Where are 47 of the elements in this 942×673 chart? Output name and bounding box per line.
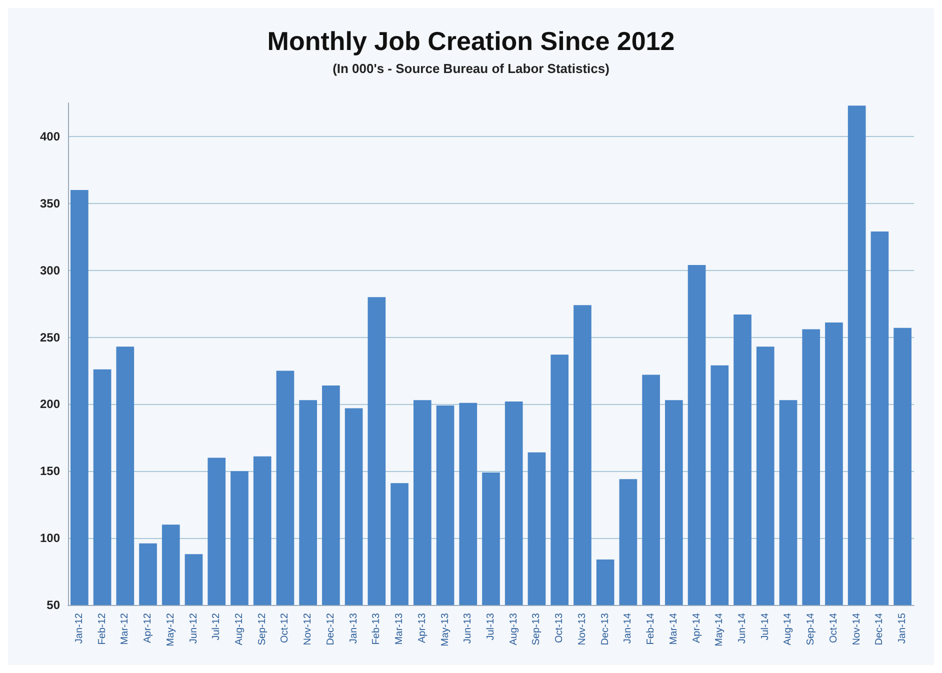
y-tick-label: 350 [40,196,60,210]
x-tick-label: Nov-13 [576,612,588,646]
x-tick-label: Mar-12 [120,612,131,645]
x-tick-label: Feb-13 [371,612,382,645]
x-tick-label: Oct-12 [280,612,291,644]
x-tick-label: Dec-14 [874,612,886,646]
x-tick-label: Jul-13 [486,612,496,640]
x-tick-label: Jul-12 [211,612,222,640]
x-tick-label: Jun-14 [737,612,748,644]
y-tick-label: 250 [40,330,60,344]
x-tick-label: Jul-14 [760,612,771,640]
chart-subtitle: (In 000's - Source Bureau of Labor Statistics) [332,61,610,76]
x-tick-label: Sep-12 [256,612,268,646]
y-tick-label: 300 [40,263,60,278]
x-tick-label: May-14 [714,612,726,646]
x-tick-label: Mar-13 [394,612,406,645]
x-tick-label: Jun-12 [188,612,200,644]
x-tick-label: Jan-12 [74,612,85,644]
x-tick-label: Apr-12 [142,612,154,644]
y-tick-label: 150 [40,464,60,478]
x-tick-label: Jan-14 [622,612,634,644]
x-tick-label: Nov-14 [851,612,862,646]
x-tick-label: Aug-12 [234,612,245,646]
x-tick-label: Dec-13 [600,612,611,646]
x-tick-label: May-13 [440,612,451,646]
x-tick-label: Feb-14 [646,612,657,645]
x-tick-label: Nov-12 [302,612,314,646]
chart-title: Monthly Job Creation Since 2012 [267,26,675,56]
x-tick-label: Sep-14 [806,612,817,646]
y-tick-label: 200 [40,397,60,412]
x-tick-label: Apr-14 [691,612,702,644]
x-tick-label: Jan-15 [897,612,908,644]
x-tick-label: Feb-12 [96,612,108,645]
x-tick-label: Sep-13 [531,612,542,646]
x-tick-label: Apr-13 [416,612,428,644]
x-tick-label: Oct-14 [828,612,840,644]
x-tick-label: Mar-14 [668,612,680,645]
x-tick-label: Jun-13 [462,612,474,644]
x-tick-label: Aug-13 [508,612,520,646]
y-tick-label: 50 [46,598,60,612]
x-tick-label: May-12 [165,612,176,646]
x-tick-label: Oct-13 [554,612,566,644]
y-tick-label: 100 [40,531,60,546]
x-tick-label: Aug-14 [782,612,794,646]
y-tick-label: 400 [40,129,60,144]
x-tick-label: Dec-12 [325,612,336,646]
x-tick-label: Jan-13 [348,612,360,644]
